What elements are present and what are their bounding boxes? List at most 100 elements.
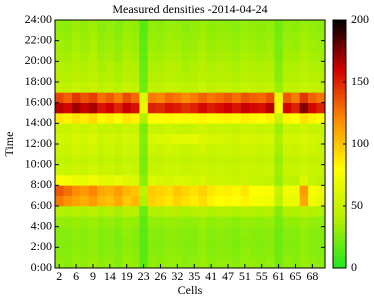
cell	[299, 113, 309, 124]
cell	[308, 113, 317, 124]
cell	[223, 144, 233, 155]
cell	[240, 237, 250, 248]
cell	[88, 154, 98, 165]
cell	[198, 61, 208, 72]
cell	[80, 247, 90, 258]
cell	[190, 123, 199, 134]
cell	[130, 71, 140, 83]
cell	[173, 51, 182, 62]
cell	[240, 92, 250, 103]
cell	[316, 82, 326, 93]
cell	[206, 216, 216, 227]
colorbar-segment	[333, 86, 346, 90]
cell	[55, 237, 64, 248]
cell	[97, 113, 106, 124]
cell	[291, 195, 300, 207]
cell	[181, 123, 191, 134]
cell	[139, 82, 149, 93]
cell	[130, 175, 140, 186]
cell	[223, 61, 233, 72]
cell	[164, 206, 174, 217]
cell	[249, 247, 258, 258]
cell	[173, 82, 182, 93]
cell	[147, 247, 157, 258]
cell	[139, 206, 149, 217]
cell	[71, 92, 81, 103]
cell	[105, 164, 115, 176]
cell	[173, 164, 182, 176]
cell	[215, 102, 225, 114]
x-tick-label: 32	[171, 269, 183, 283]
colorbar-segment	[333, 161, 346, 165]
cell	[190, 20, 199, 31]
colorbar-segment	[333, 114, 346, 118]
cell	[105, 71, 115, 83]
cell	[71, 123, 81, 134]
cell	[232, 92, 241, 103]
x-tick-label: 23	[138, 269, 150, 283]
cell	[299, 195, 309, 207]
cell	[88, 51, 98, 62]
colorbar-segment	[333, 134, 346, 138]
cell	[80, 164, 90, 176]
cell	[291, 237, 300, 248]
cell	[63, 113, 73, 124]
cell	[249, 133, 258, 145]
cell	[198, 133, 208, 145]
colorbar-segment	[333, 49, 346, 53]
cell	[316, 92, 326, 103]
cell	[249, 123, 258, 134]
cell	[88, 144, 98, 155]
x-tick-label: 65	[289, 269, 301, 283]
cell	[55, 61, 64, 72]
cell	[181, 102, 191, 114]
cell	[139, 247, 149, 258]
cell	[130, 40, 140, 52]
cell	[274, 61, 284, 72]
cell	[88, 175, 98, 186]
cell	[105, 257, 115, 269]
colorbar-segment	[333, 22, 346, 26]
cell	[282, 30, 292, 41]
cell	[88, 20, 98, 31]
cell	[190, 237, 199, 248]
x-tick-label: 6	[73, 269, 79, 283]
colorbar-segment	[333, 111, 346, 115]
cell	[316, 30, 326, 41]
colorbar-segment	[333, 253, 346, 257]
x-tick-label: 2	[56, 269, 62, 283]
colorbar-segment	[333, 101, 346, 105]
colorbar-segment	[333, 121, 346, 125]
cell	[223, 30, 233, 41]
cell	[71, 133, 81, 145]
cell	[308, 20, 317, 31]
cell	[173, 185, 182, 196]
cell	[206, 175, 216, 186]
cell	[215, 185, 225, 196]
colorbar-segment	[333, 235, 346, 239]
cell	[105, 175, 115, 186]
cell	[274, 257, 284, 269]
cell	[308, 247, 317, 258]
cell	[55, 206, 64, 217]
cell	[156, 154, 165, 165]
cell	[97, 226, 106, 238]
cell	[88, 185, 98, 196]
cell	[308, 40, 317, 52]
cell	[274, 102, 284, 114]
cell	[299, 154, 309, 165]
x-tick-label: 55	[256, 269, 268, 283]
cell	[97, 102, 106, 114]
cell	[97, 82, 106, 93]
colorbar-segment	[333, 168, 346, 172]
cell	[206, 92, 216, 103]
cell	[139, 123, 149, 134]
cell	[156, 30, 165, 41]
cell	[71, 175, 81, 186]
colorbar-segment	[333, 248, 346, 252]
colorbar-segment	[333, 223, 346, 227]
cell	[274, 133, 284, 145]
cell	[63, 247, 73, 258]
cell	[147, 92, 157, 103]
cell	[164, 40, 174, 52]
